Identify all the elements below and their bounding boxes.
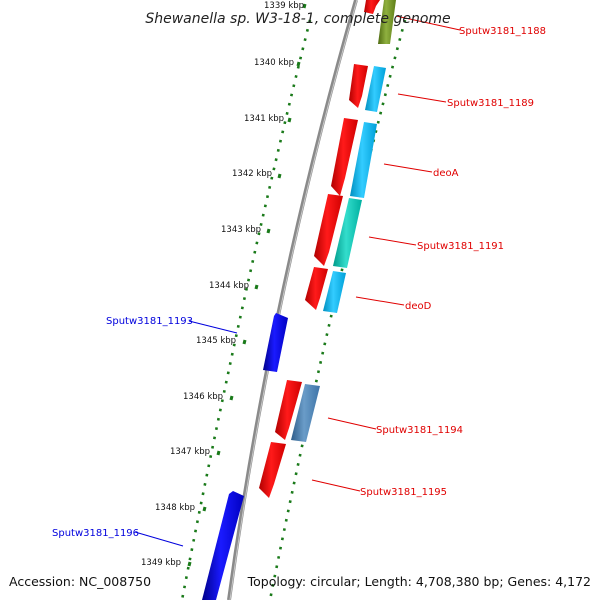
- gene-label[interactable]: Sputw3181_1194: [376, 425, 463, 436]
- ruler-label: 1341 kbp: [244, 114, 284, 124]
- genome-backbone-highlight: [229, 0, 358, 600]
- cog-box-cyan: [350, 122, 377, 198]
- ruler-label: 1346 kbp: [183, 392, 223, 402]
- gene-label[interactable]: deoD: [405, 301, 432, 312]
- gene-arrow-deoD[interactable]: [305, 267, 328, 310]
- ruler-label: 1342 kbp: [232, 169, 272, 179]
- forward-genes: [259, 0, 380, 498]
- gene-label[interactable]: Sputw3181_1189: [447, 98, 534, 109]
- ruler-label: 1348 kbp: [155, 503, 195, 513]
- topology-label: Topology: circular; Length: 4,708,380 bp…: [247, 574, 591, 589]
- cog-category-track: [291, 0, 396, 442]
- gene-label[interactable]: Sputw3181_1193: [106, 316, 193, 327]
- ruler-label: 1347 kbp: [170, 447, 210, 457]
- reverse-genes: [202, 313, 288, 600]
- ruler-label: 1339 kbp: [264, 1, 304, 11]
- cog-box-cyan: [323, 271, 346, 313]
- ruler-label: 1345 kbp: [196, 336, 236, 346]
- gene-arrow-sputw3181-1195[interactable]: [259, 442, 286, 498]
- cog-box-teal: [333, 198, 362, 268]
- ruler-label: 1349 kbp: [141, 558, 181, 568]
- gene-arrow-sputw3181-1196[interactable]: [202, 491, 244, 600]
- cog-box-olive: [378, 0, 396, 44]
- cog-box-steelblue: [291, 384, 320, 442]
- callout-lines: [134, 15, 461, 547]
- ruler-label: 1340 kbp: [254, 58, 294, 68]
- cog-box-cyan: [365, 66, 386, 112]
- gene-label[interactable]: Sputw3181_1196: [52, 528, 139, 539]
- ruler-label: 1344 kbp: [209, 281, 249, 291]
- ruler-labels: 1339 kbp 1340 kbp 1341 kbp 1342 kbp 1343…: [141, 1, 304, 568]
- gene-arrow-sputw3181-1194[interactable]: [275, 380, 302, 440]
- gene-label[interactable]: deoA: [433, 168, 459, 179]
- gene-arrow-sputw3181-1189[interactable]: [349, 64, 368, 108]
- ruler-track-left: [180, 19, 312, 600]
- gene-arrow-sputw3181-1188[interactable]: [364, 0, 380, 14]
- genome-title: Shewanella sp. W3-18-1, complete genome: [145, 11, 450, 27]
- gene-label[interactable]: Sputw3181_1195: [360, 487, 447, 498]
- accession-label: Accession: NC_008750: [9, 574, 151, 589]
- gene-arrow-deoA[interactable]: [331, 118, 358, 196]
- gene-arrow-sputw3181-1193[interactable]: [263, 313, 288, 372]
- gene-label[interactable]: Sputw3181_1188: [459, 26, 546, 37]
- ruler-label: 1343 kbp: [221, 225, 261, 235]
- gene-label[interactable]: Sputw3181_1191: [417, 241, 504, 252]
- ruler-major-ticks: [187, 3, 307, 567]
- gene-arrow-sputw3181-1191[interactable]: [314, 194, 343, 266]
- gene-labels: Sputw3181_1188 Sputw3181_1189 deoA Sputw…: [52, 26, 546, 539]
- genome-backbone: [227, 0, 358, 600]
